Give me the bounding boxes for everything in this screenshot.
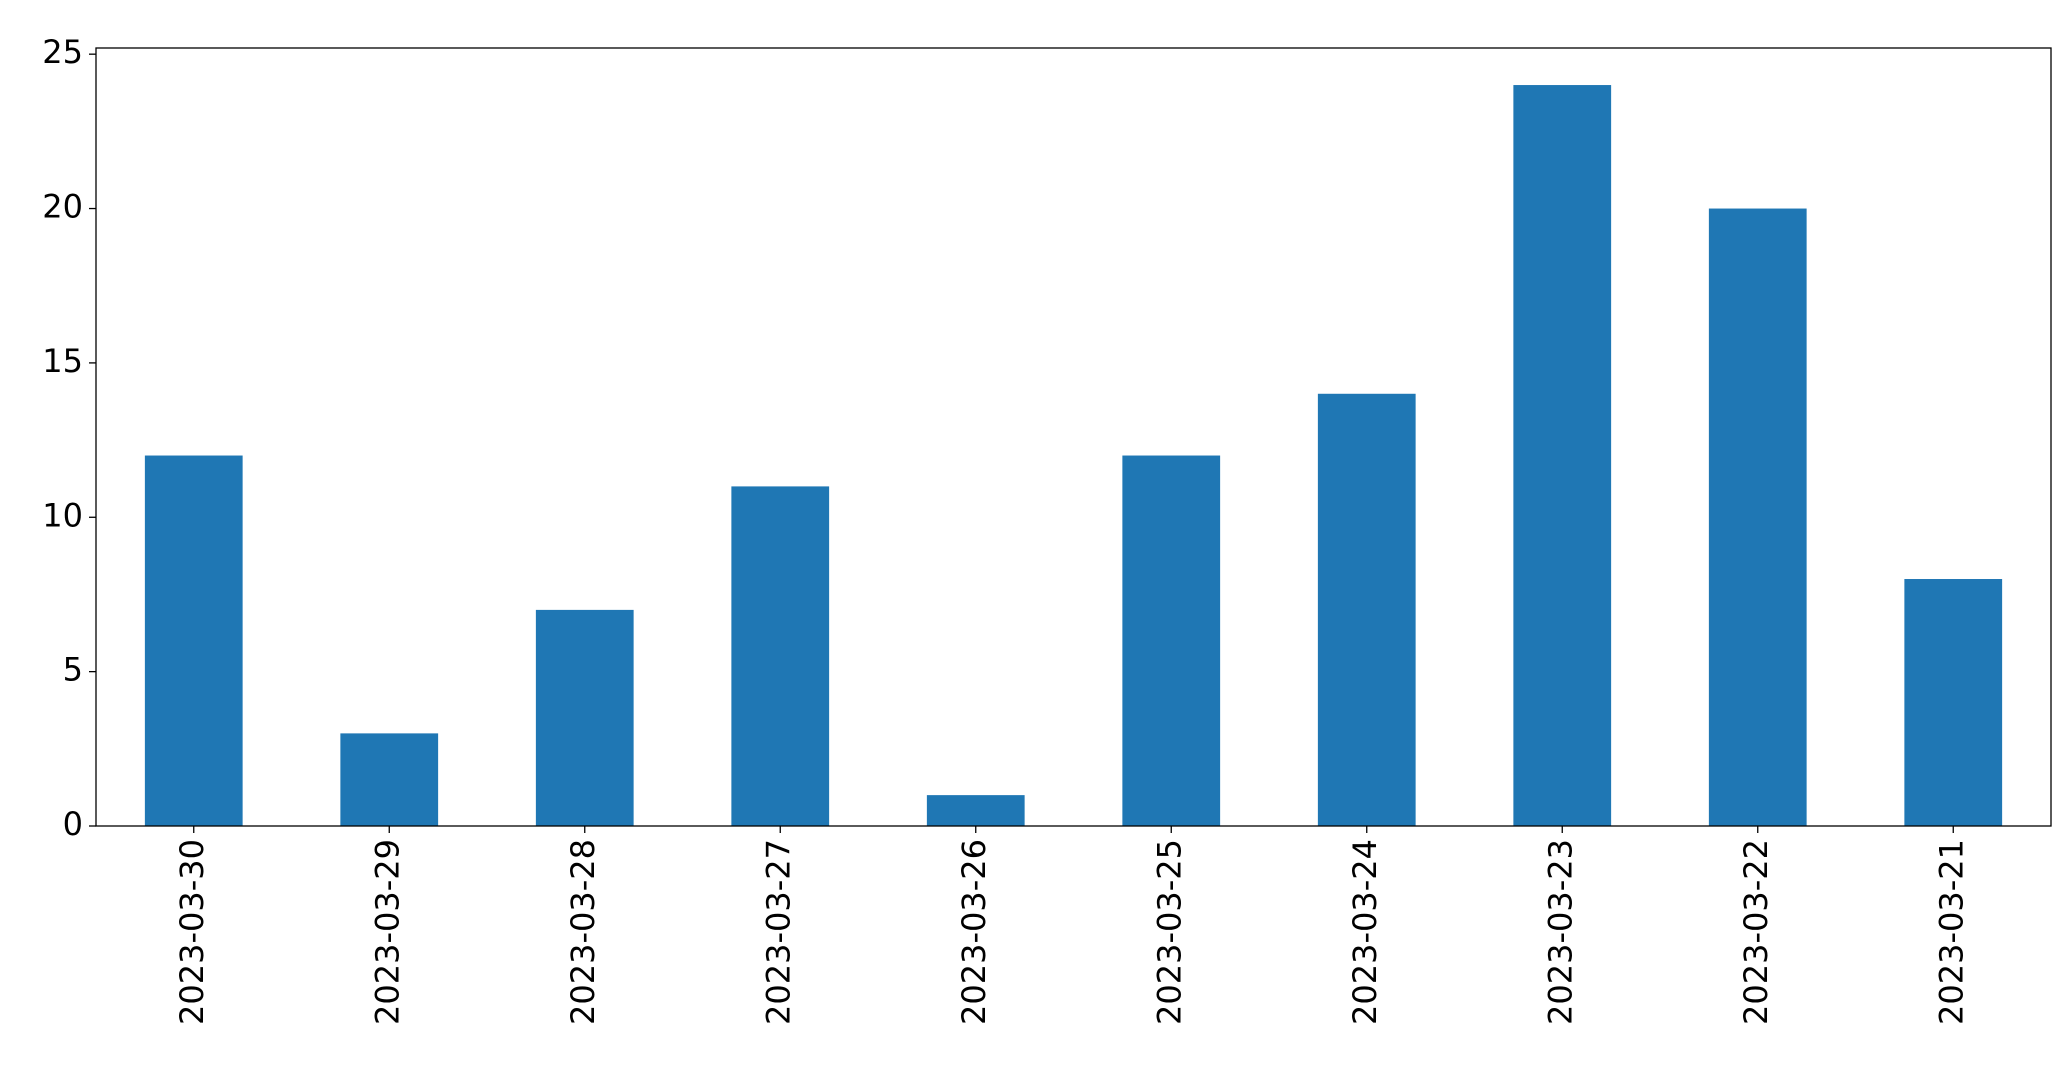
y-tick-label: 25 (42, 33, 83, 71)
x-tick-label: 2023-03-27 (759, 839, 797, 1025)
x-tick-label: 2023-03-30 (173, 839, 211, 1025)
bar (1513, 85, 1612, 827)
y-tick-label: 20 (42, 188, 83, 226)
bar (1122, 455, 1221, 826)
x-tick-label: 2023-03-23 (1541, 839, 1579, 1025)
y-tick-label: 15 (42, 342, 83, 380)
bar (731, 486, 830, 826)
bar (1708, 208, 1807, 827)
x-tick-label: 2023-03-25 (1150, 839, 1188, 1025)
x-tick-label: 2023-03-28 (564, 839, 602, 1025)
x-tick-label: 2023-03-21 (1932, 839, 1970, 1025)
x-tick-label: 2023-03-22 (1737, 839, 1775, 1025)
y-tick-label: 0 (63, 805, 83, 843)
x-tick-label: 2023-03-29 (368, 839, 406, 1025)
bar (926, 795, 1025, 826)
bar (1317, 393, 1416, 826)
axes-frame (95, 47, 2052, 827)
x-tick-label: 2023-03-24 (1346, 839, 1384, 1025)
bar (1904, 579, 2003, 826)
bar (535, 609, 634, 826)
x-tick-label: 2023-03-26 (955, 839, 993, 1025)
bar (144, 455, 243, 826)
y-tick-label: 10 (42, 496, 83, 534)
y-tick-label: 5 (63, 651, 83, 689)
bar (340, 733, 439, 826)
